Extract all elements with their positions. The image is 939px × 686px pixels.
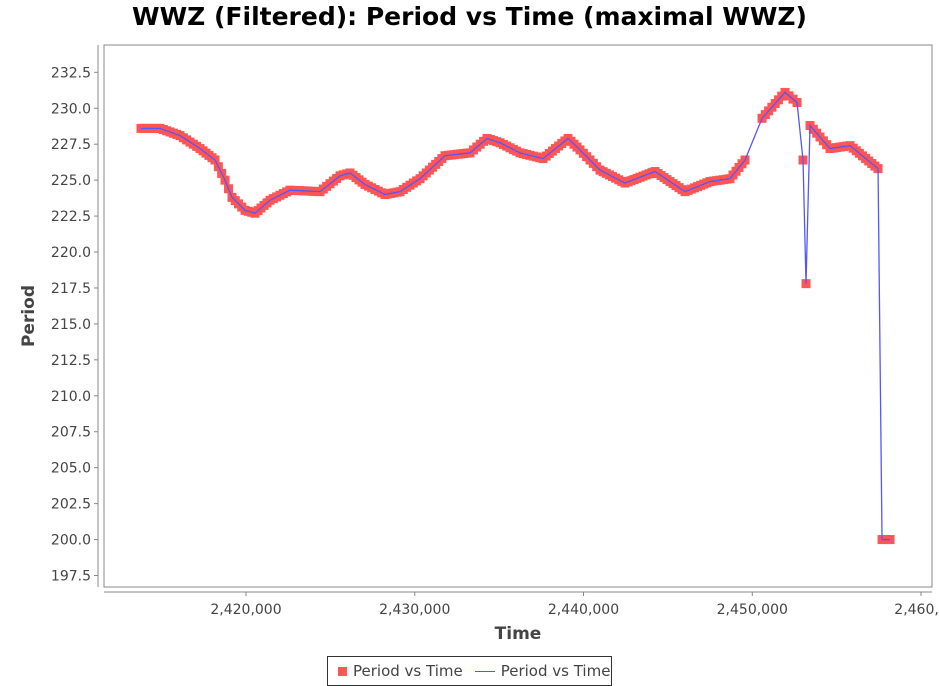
y-tick-label: 210.0 [51, 389, 91, 405]
legend-line-swatch [474, 670, 495, 672]
y-tick-label: 230.0 [51, 101, 91, 117]
legend: Period vs Time Period vs Time [327, 656, 612, 686]
x-tick-label: 2,460,0 [894, 602, 939, 618]
y-axis-label: Period [19, 285, 39, 347]
y-tick-label: 225.0 [51, 173, 91, 189]
y-tick-label: 217.5 [51, 281, 91, 297]
x-tick-label: 2,430,000 [379, 602, 450, 618]
y-tick-label: 200.0 [51, 533, 91, 549]
plot-area [103, 44, 933, 588]
y-tick-label: 215.0 [51, 317, 91, 333]
y-tick-label: 220.0 [51, 245, 91, 261]
x-axis-label: Time [495, 624, 542, 644]
x-tick-label: 2,440,000 [548, 602, 619, 618]
x-tick-label: 2,420,000 [210, 602, 281, 618]
y-tick-label: 202.5 [51, 497, 91, 513]
y-tick-label: 227.5 [51, 137, 91, 153]
legend-label-markers: Period vs Time [353, 662, 463, 680]
legend-label-line: Period vs Time [500, 662, 611, 680]
y-tick-label: 222.5 [51, 209, 91, 225]
chart-title: WWZ (Filtered): Period vs Time (maximal … [132, 2, 807, 31]
series-line [141, 91, 891, 541]
y-tick-label: 207.5 [51, 425, 91, 441]
legend-marker-swatch [338, 666, 347, 676]
y-tick-label: 232.5 [51, 65, 91, 81]
y-tick-label: 197.5 [51, 568, 91, 584]
x-tick-label: 2,450,000 [717, 602, 788, 618]
y-tick-label: 205.0 [51, 461, 91, 477]
y-tick-label: 212.5 [51, 353, 91, 369]
